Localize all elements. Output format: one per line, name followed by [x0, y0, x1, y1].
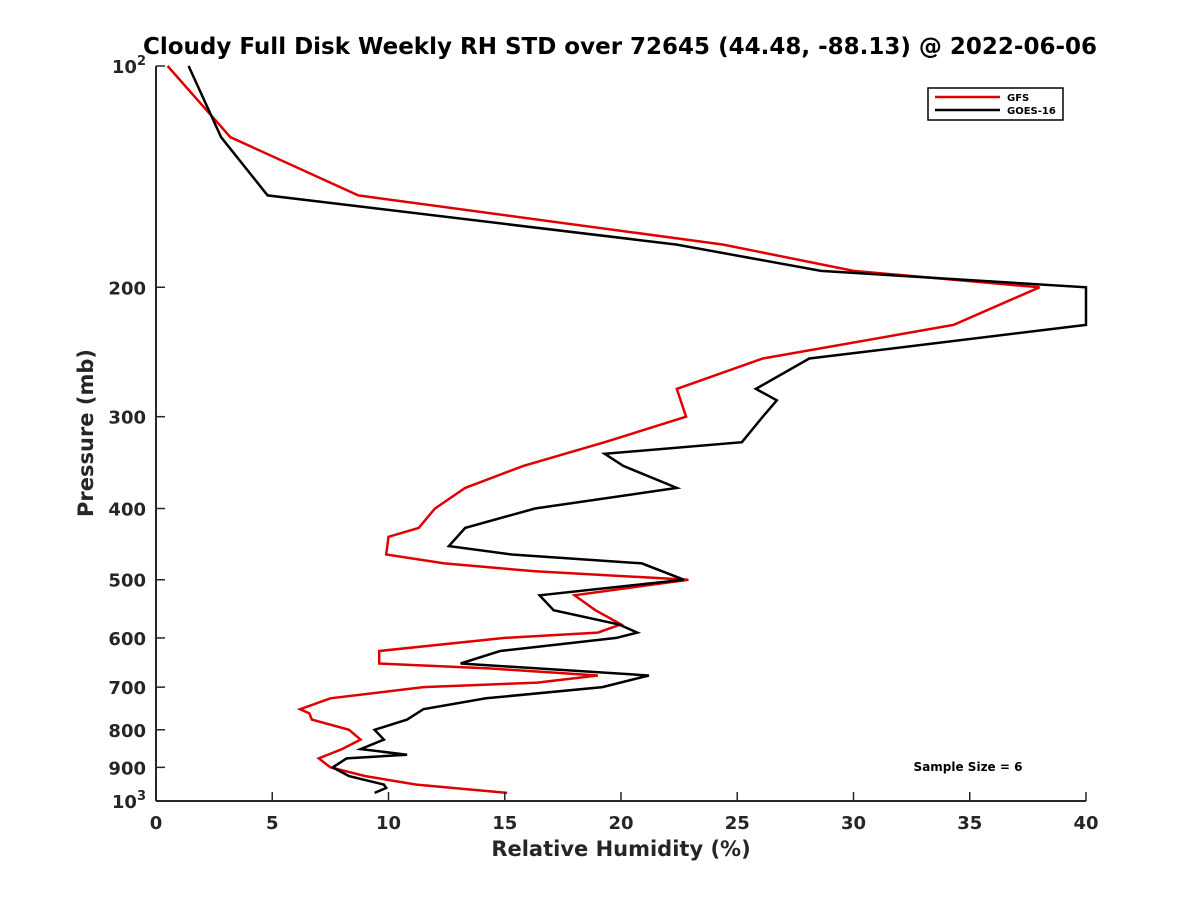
- series-line-goes-16: [187, 65, 1088, 795]
- x-tick-label: 5: [266, 813, 279, 834]
- y-tick-label: 400: [108, 500, 146, 521]
- series-layer: [166, 65, 1088, 795]
- y-tick-label: 900: [108, 758, 146, 779]
- x-axis-label: Relative Humidity (%): [491, 837, 750, 861]
- y-tick-label: 700: [108, 678, 146, 699]
- legend-box: [927, 87, 1064, 121]
- y-tick-label: 500: [108, 571, 146, 592]
- y-tick-label: 200: [108, 278, 146, 299]
- legend-label-goes-16: GOES-16: [1007, 106, 1056, 117]
- x-tick-label: 30: [841, 813, 866, 834]
- x-tick-label: 25: [725, 813, 750, 834]
- chart-title: Cloudy Full Disk Weekly RH STD over 7264…: [143, 34, 1097, 60]
- y-tick-label: 103: [112, 789, 146, 813]
- x-ticks: 0 5 10 15 20 25 30 35 40: [150, 792, 1099, 834]
- x-tick-label: 20: [608, 813, 633, 834]
- x-tick-label: 10: [376, 813, 401, 834]
- y-tick-label: 600: [108, 629, 146, 650]
- y-tick-label: 102: [112, 54, 146, 78]
- y-tick-label: 800: [108, 721, 146, 742]
- x-tick-label: 35: [957, 813, 982, 834]
- y-ticks: 102 200 300 400 500 600 700 800 900 103: [108, 54, 165, 813]
- sample-size-annotation: Sample Size = 6: [914, 760, 1023, 774]
- legend-label-gfs: GFS: [1007, 93, 1029, 104]
- legend: GFS GOES-16: [927, 87, 1064, 121]
- x-tick-label: 15: [492, 813, 517, 834]
- series-line-gfs: [166, 65, 1041, 795]
- y-tick-label: 300: [108, 408, 146, 429]
- x-tick-label: 40: [1073, 813, 1098, 834]
- y-axis-label: Pressure (mb): [74, 349, 98, 517]
- x-tick-label: 0: [150, 813, 163, 834]
